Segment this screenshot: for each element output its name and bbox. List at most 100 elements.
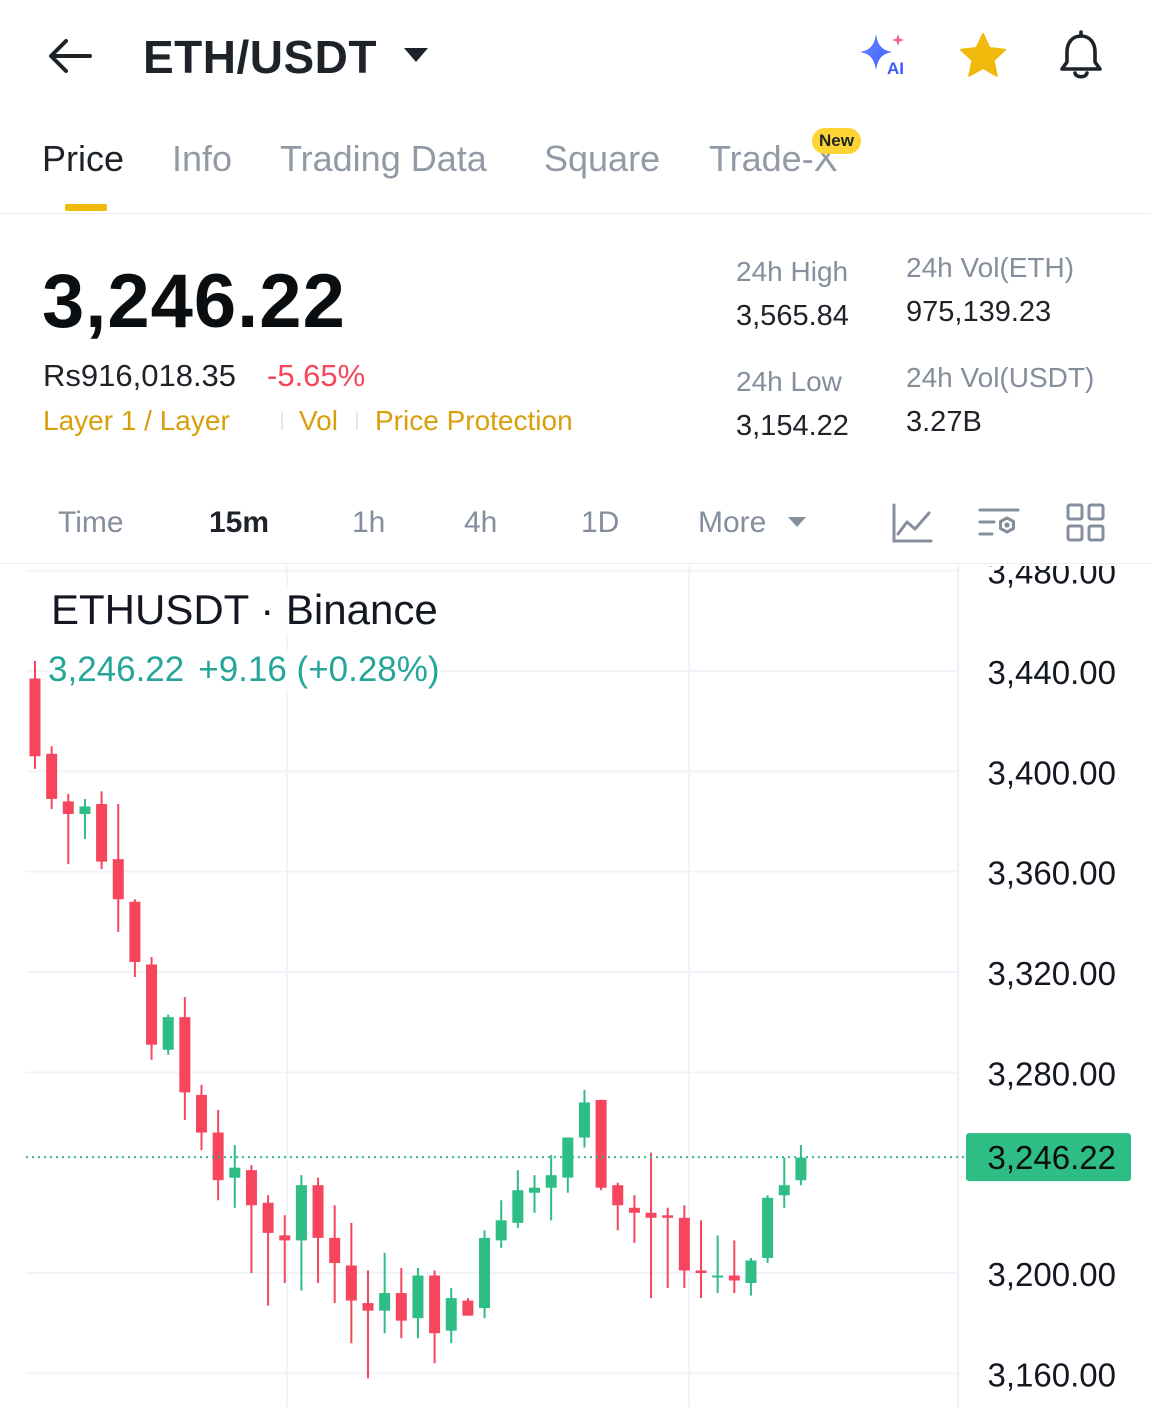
candle-body xyxy=(628,1207,640,1213)
top-bar: ETH/USDT AI xyxy=(0,0,1151,115)
candle-body xyxy=(96,803,108,862)
chart-canvas[interactable]: 3,480.00 3,440.00 3,400.00 3,360.00 3,320.00… xyxy=(0,566,1151,1407)
candle-body xyxy=(429,1275,441,1334)
candle-body xyxy=(728,1275,740,1281)
candle-body xyxy=(245,1170,257,1206)
candle-body xyxy=(595,1099,607,1188)
candle-body xyxy=(62,801,74,814)
candle-body xyxy=(712,1275,724,1278)
chart-legend: 3,246.22 +9.16 (+0.28%) xyxy=(48,650,440,690)
candle-body xyxy=(329,1237,341,1263)
interval-bar: Time 15m 1h 4h 1D More xyxy=(0,490,1151,564)
more-caret-icon[interactable] xyxy=(786,514,808,530)
candle-body xyxy=(129,901,141,962)
interval-time[interactable]: Time xyxy=(58,506,124,539)
candle-body xyxy=(179,1017,191,1093)
candle-body xyxy=(229,1167,241,1178)
tag-divider xyxy=(356,412,358,430)
indicator-line-icon[interactable] xyxy=(889,500,935,546)
candle-body xyxy=(29,678,41,757)
price-change-percent: -5.65% xyxy=(267,358,366,393)
candle-body xyxy=(362,1303,374,1311)
candle-body xyxy=(262,1202,274,1233)
y-axis-tick-label: 3,280.00 xyxy=(988,1055,1116,1092)
caret-down-icon[interactable] xyxy=(400,44,432,68)
interval-1d[interactable]: 1D xyxy=(581,506,620,539)
fiat-price: Rs916,018.35 xyxy=(43,358,237,393)
legend-change: +9.16 (+0.28%) xyxy=(198,650,440,689)
candle-body xyxy=(312,1185,324,1238)
candle-body xyxy=(495,1220,507,1241)
candle-body xyxy=(695,1270,707,1273)
candle-body xyxy=(462,1300,474,1316)
candle-body xyxy=(578,1102,590,1138)
candle-body xyxy=(279,1235,291,1241)
bell-icon[interactable] xyxy=(1053,28,1109,84)
back-arrow-icon[interactable] xyxy=(44,32,96,80)
main-tabs: Price Info Trading Data Square Trade-X xyxy=(0,120,1151,214)
y-axis-tick-label: 3,360.00 xyxy=(988,855,1116,892)
candle-body xyxy=(778,1185,790,1196)
candle-body xyxy=(762,1197,774,1258)
candlestick-chart[interactable]: 3,480.00 3,440.00 3,400.00 3,360.00 3,320.00… xyxy=(0,566,1151,1407)
y-axis-tick-label: 3,440.00 xyxy=(988,654,1116,691)
candle-body xyxy=(46,753,58,799)
candle-body xyxy=(645,1212,657,1218)
candle-body xyxy=(678,1217,690,1271)
candle-body xyxy=(196,1094,207,1133)
interval-more[interactable]: More xyxy=(698,506,767,539)
candle-body xyxy=(112,859,124,900)
stat-vol-base-value: 975,139.23 xyxy=(906,296,1052,328)
candle-body xyxy=(512,1190,524,1223)
candle-body xyxy=(79,806,91,814)
candle-body xyxy=(545,1175,557,1188)
interval-4h[interactable]: 4h xyxy=(464,506,498,539)
candle-body xyxy=(479,1237,491,1309)
ai-sparkle-icon[interactable]: AI xyxy=(858,30,914,80)
y-axis-tick-label: 3,160.00 xyxy=(988,1356,1116,1393)
tab-square[interactable]: Square xyxy=(544,138,661,179)
y-axis-tick-label: 3,200.00 xyxy=(988,1256,1116,1293)
candle-body xyxy=(612,1185,624,1206)
stat-vol-base-label: 24h Vol(ETH) xyxy=(906,252,1075,283)
stat-low-label: 24h Low xyxy=(736,366,842,397)
tag-vol[interactable]: Vol xyxy=(299,405,338,436)
candle-body xyxy=(379,1293,391,1311)
tab-price[interactable]: Price xyxy=(42,138,125,179)
candle-body xyxy=(295,1185,307,1241)
interval-15m[interactable]: 15m xyxy=(209,506,270,539)
active-tab-indicator xyxy=(65,204,107,211)
candle-body xyxy=(412,1275,424,1319)
legend-price: 3,246.22 xyxy=(48,650,185,689)
interval-1h[interactable]: 1h xyxy=(352,506,386,539)
candle-body xyxy=(395,1293,407,1321)
y-axis-tick-label: 3,480.00 xyxy=(988,566,1116,591)
y-axis-tick-label: 3,320.00 xyxy=(988,955,1116,992)
candle-body xyxy=(345,1265,357,1301)
star-icon[interactable] xyxy=(955,30,1011,82)
candle-body xyxy=(529,1187,540,1193)
stat-high-value: 3,565.84 xyxy=(736,300,849,332)
candle-body xyxy=(662,1215,674,1218)
chart-title: ETHUSDT · Binance xyxy=(51,586,438,634)
ai-label: AI xyxy=(887,59,904,78)
candle-body xyxy=(445,1298,457,1331)
new-badge: New xyxy=(812,128,861,154)
tag-layer1[interactable]: Layer 1 / Layer xyxy=(43,405,230,436)
pair-title[interactable]: ETH/USDT xyxy=(143,31,377,83)
stat-vol-quote-label: 24h Vol(USDT) xyxy=(906,362,1095,393)
last-price-label-bg xyxy=(966,1133,1131,1182)
stat-vol-quote-value: 3.27B xyxy=(906,406,982,438)
grid-layout-icon[interactable] xyxy=(1063,500,1109,546)
y-axis-tick-label: 3,400.00 xyxy=(988,754,1116,791)
candle-body xyxy=(162,1017,174,1050)
candle-body xyxy=(146,964,158,1045)
stat-high-label: 24h High xyxy=(736,256,849,287)
last-price: 3,246.22 xyxy=(42,259,346,344)
tag-price-protection[interactable]: Price Protection xyxy=(375,405,573,436)
tag-divider xyxy=(281,412,283,430)
tab-info[interactable]: Info xyxy=(172,138,233,179)
tab-trading-data[interactable]: Trading Data xyxy=(280,138,487,179)
chart-settings-icon[interactable] xyxy=(976,500,1022,546)
stat-low-value: 3,154.22 xyxy=(736,410,849,442)
